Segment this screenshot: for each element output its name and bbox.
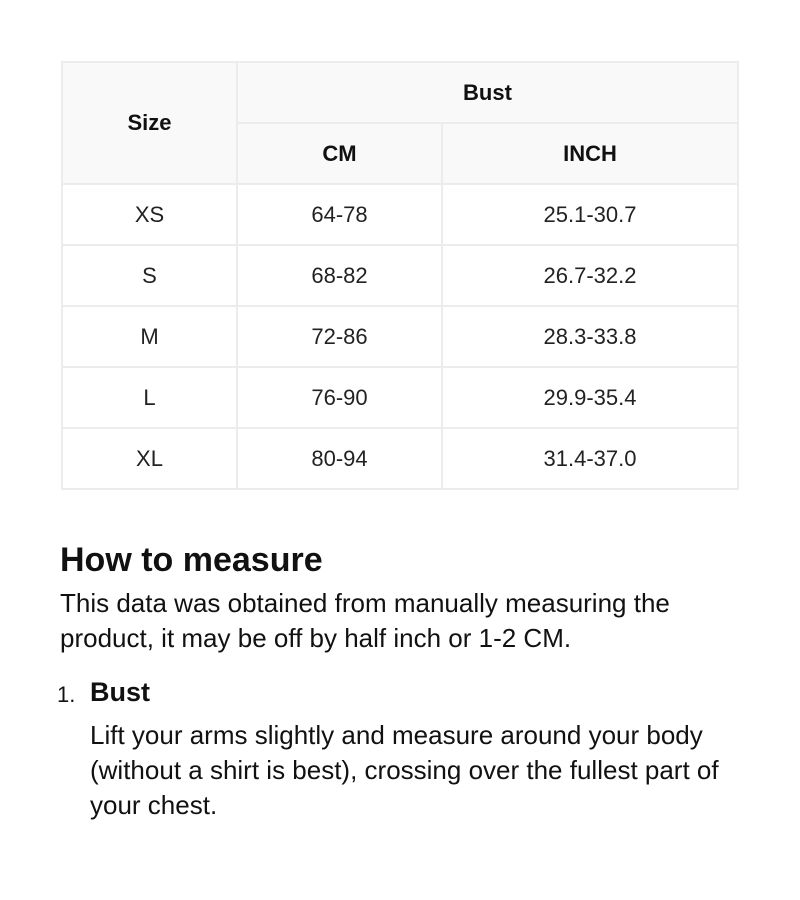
cm-cell: 72-86 bbox=[236, 305, 443, 368]
cm-cell: 68-82 bbox=[236, 244, 443, 307]
inch-cell: 28.3-33.8 bbox=[441, 305, 739, 368]
size-cell: S bbox=[61, 244, 238, 307]
size-header: Size bbox=[61, 61, 238, 185]
size-cell: M bbox=[61, 305, 238, 368]
size-cell: XS bbox=[61, 183, 238, 246]
cm-header: CM bbox=[236, 122, 443, 185]
cm-cell: 80-94 bbox=[236, 427, 443, 490]
section-title: How to measure bbox=[60, 541, 323, 579]
item-number: 1. bbox=[57, 682, 76, 707]
table-row: S 68-82 26.7-32.2 bbox=[61, 244, 739, 307]
size-chart-table: Size Bust CM INCH XS 64-78 25.1-30.7 S 68-82… bbox=[61, 61, 739, 490]
inch-header: INCH bbox=[441, 122, 739, 185]
cm-cell: 76-90 bbox=[236, 366, 443, 429]
list-item: 1. Bust Lift your arms slightly and meas… bbox=[57, 676, 760, 823]
table-row: XL 80-94 31.4-37.0 bbox=[61, 427, 739, 490]
table-row: XS 64-78 25.1-30.7 bbox=[61, 183, 739, 246]
cm-cell: 64-78 bbox=[236, 183, 443, 246]
table-row: L 76-90 29.9-35.4 bbox=[61, 366, 739, 429]
item-description: Lift your arms slightly and measure arou… bbox=[90, 720, 719, 820]
size-cell: XL bbox=[61, 427, 238, 490]
measure-list: 1. Bust Lift your arms slightly and meas… bbox=[57, 676, 760, 823]
inch-cell: 25.1-30.7 bbox=[441, 183, 739, 246]
table-row: M 72-86 28.3-33.8 bbox=[61, 305, 739, 368]
inch-cell: 29.9-35.4 bbox=[441, 366, 739, 429]
inch-cell: 31.4-37.0 bbox=[441, 427, 739, 490]
intro-text: This data was obtained from manually mea… bbox=[60, 588, 670, 653]
how-to-measure-section: How to measure This data was obtained fr… bbox=[57, 540, 760, 823]
item-title: Bust bbox=[90, 677, 150, 707]
inch-cell: 26.7-32.2 bbox=[441, 244, 739, 307]
size-cell: L bbox=[61, 366, 238, 429]
bust-header: Bust bbox=[236, 61, 739, 124]
